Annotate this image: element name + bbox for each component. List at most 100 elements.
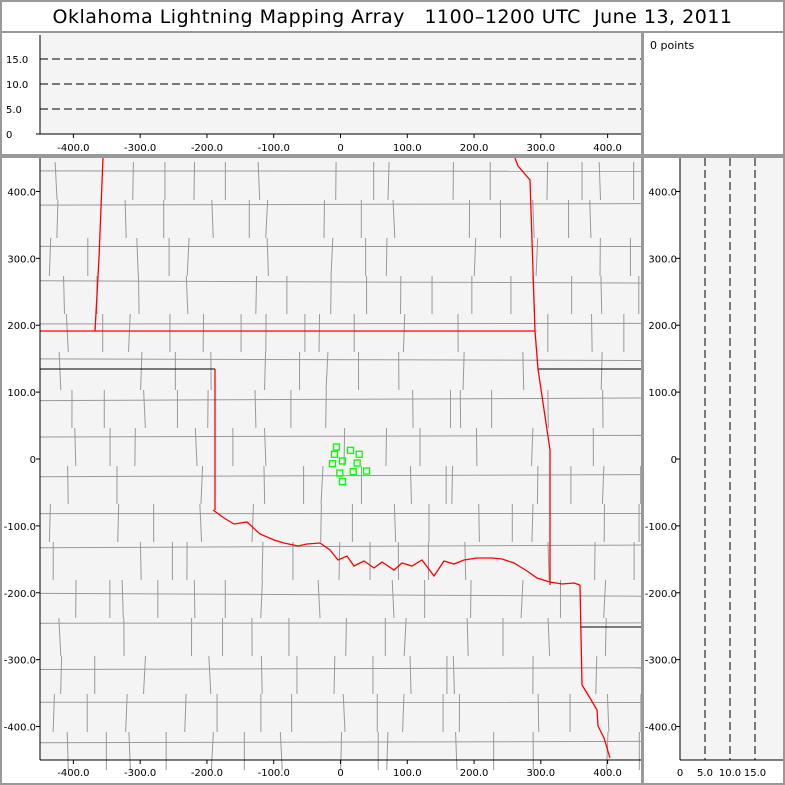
county-border [522,351,525,391]
county-border [385,427,388,467]
county-border [48,503,51,543]
x-tick-label: 400.0 [593,143,622,154]
x-tick-label: 0 [337,143,343,154]
county-border [536,465,539,505]
county-border [255,275,258,315]
county-border [338,541,341,581]
x-tick-label: -400.0 [57,143,89,154]
county-border [136,237,139,277]
lightning-source-point [330,450,339,458]
county-border [128,731,131,771]
y-tick-label: -100.0 [645,522,677,533]
county-border [600,351,603,391]
x-tick-label: 10.0 [719,768,741,779]
county-border [193,161,196,201]
county-border [193,579,196,619]
lightning-source-point [346,446,355,454]
y-tick-label: 300.0 [648,254,677,265]
county-border [39,280,641,284]
county-border [58,617,62,657]
y-tick-label: -200.0 [645,589,677,600]
county-border [39,592,641,597]
plan-view-map[interactable]: -400.0 -300.0 -200.0 -100.0 0 100.0 200.0 300.0… [2,158,641,783]
county-border [52,693,55,733]
county-border [54,161,58,201]
y-tick-label: -400.0 [4,723,36,734]
county-border [263,465,266,505]
y-tick-label: 400.0 [648,187,677,198]
county-border [385,237,388,277]
county-border [48,237,52,277]
y-tick-label: -300.0 [645,656,677,667]
county-border [56,199,59,239]
county-border [199,503,203,543]
x-tick-label: 0 [677,768,683,779]
county-border [117,503,120,543]
county-border [464,541,467,581]
x-tick-label: 0 [337,768,343,779]
county-border [402,693,405,733]
x-tick-label: -200.0 [191,143,223,154]
y-tick-label: -400.0 [645,723,677,734]
x-tick-label: 200.0 [460,768,489,779]
county-border [520,579,524,619]
county-border [547,617,551,657]
county-border [251,503,254,543]
county-border [60,655,63,695]
plot-background [680,158,783,760]
y-tick-label: -300.0 [4,656,36,667]
county-border [266,237,269,277]
county-border [67,465,69,505]
county-border [124,199,127,239]
county-border [66,731,69,771]
county-border [409,465,412,505]
county-border [39,322,641,325]
county-border [132,161,134,201]
county-border [386,731,389,771]
county-border [531,427,534,467]
county-border [589,199,592,239]
x-tick-label: -300.0 [124,143,156,154]
county-border [184,693,187,733]
plot-title: Oklahoma Lightning Mapping Array 1100–12… [2,2,783,31]
county-border [478,503,480,543]
y-tick-label: 10.0 [6,80,28,91]
county-border [208,655,212,695]
county-border [342,693,346,733]
x-tick-label: 300.0 [527,143,556,154]
county-border [604,617,607,657]
county-border [260,655,263,695]
red-river-border [212,509,581,586]
county-border [143,389,146,429]
county-border [403,617,407,657]
y-tick-label: 400.0 [7,187,36,198]
y-tick-label: 200.0 [648,321,677,332]
altitude-vs-y-plot: 0 5.0 10.0 15.0 -400.0 -300.0 -200.0 -100.0 0 100… [645,158,783,779]
county-border [317,579,321,619]
county-border [462,351,465,391]
lightning-source-point [349,468,357,476]
county-border [392,199,396,239]
county-border [595,655,598,695]
x-tick-label: 200.0 [460,143,489,154]
x-tick-label: 100.0 [393,143,422,154]
county-border [39,740,641,744]
lightning-source-point [338,457,347,465]
lightning-source-point [338,478,347,486]
county-border [186,237,190,277]
altitude-vs-x-panel: 0 5.0 10.0 15.0 -400.0 -300.0 -200.0 -100.0 0 100… [2,33,641,154]
x-tick-label: -200.0 [191,768,223,779]
plan-view-panel[interactable]: -400.0 -300.0 -200.0 -100.0 0 100.0 200.0 300.0… [2,158,641,783]
county-border [261,541,264,581]
county-border [391,579,395,619]
county-border [39,358,641,362]
lightning-source-point [332,443,341,451]
county-border [320,465,324,505]
county-border [325,389,327,429]
county-border [65,313,69,353]
lightning-source-point [328,460,337,468]
plot-background [40,158,641,760]
x-tick-label: 400.0 [593,768,622,779]
county-border [74,427,77,467]
county-border [63,275,65,315]
